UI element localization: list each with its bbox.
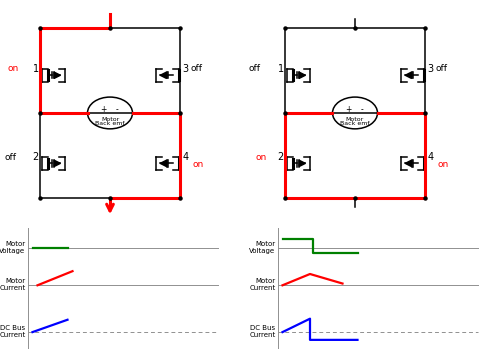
Text: Motor: Motor xyxy=(6,241,25,247)
Polygon shape xyxy=(160,160,166,167)
Text: on: on xyxy=(8,64,19,73)
Text: Motor: Motor xyxy=(101,117,119,122)
Polygon shape xyxy=(405,160,411,167)
Text: -: - xyxy=(116,105,118,114)
Text: off: off xyxy=(4,152,16,162)
Text: Motor: Motor xyxy=(256,241,276,247)
Text: off: off xyxy=(435,64,447,73)
Text: off: off xyxy=(190,64,202,73)
Text: Motor: Motor xyxy=(256,278,276,284)
Text: Motor: Motor xyxy=(6,278,25,284)
Text: DC Bus: DC Bus xyxy=(250,325,276,331)
Text: 4: 4 xyxy=(182,152,188,162)
Polygon shape xyxy=(160,72,166,78)
Polygon shape xyxy=(54,72,60,78)
Text: Current: Current xyxy=(249,286,276,292)
Text: 2: 2 xyxy=(32,152,39,162)
Text: Current: Current xyxy=(0,332,26,338)
Text: Current: Current xyxy=(249,332,276,338)
Text: Back emf: Back emf xyxy=(96,121,125,126)
Text: -: - xyxy=(360,105,364,114)
Polygon shape xyxy=(299,160,306,167)
Text: off: off xyxy=(249,64,261,73)
Text: +: + xyxy=(100,105,106,114)
Polygon shape xyxy=(405,72,411,78)
Polygon shape xyxy=(299,72,306,78)
Text: Motor: Motor xyxy=(346,117,364,122)
Text: 4: 4 xyxy=(428,152,434,162)
Text: 3: 3 xyxy=(428,64,434,74)
Text: 1: 1 xyxy=(32,64,38,74)
Text: Voltage: Voltage xyxy=(0,248,26,254)
Text: on: on xyxy=(192,160,204,169)
Text: Voltage: Voltage xyxy=(250,248,276,254)
Text: 3: 3 xyxy=(182,64,188,74)
Text: DC Bus: DC Bus xyxy=(0,325,25,331)
Text: Back emf: Back emf xyxy=(340,121,370,126)
Text: on: on xyxy=(255,152,266,162)
Text: Current: Current xyxy=(0,286,26,292)
Text: +: + xyxy=(345,105,351,114)
Text: 2: 2 xyxy=(278,152,283,162)
Polygon shape xyxy=(54,160,60,167)
Text: 1: 1 xyxy=(278,64,283,74)
Text: on: on xyxy=(438,160,449,169)
